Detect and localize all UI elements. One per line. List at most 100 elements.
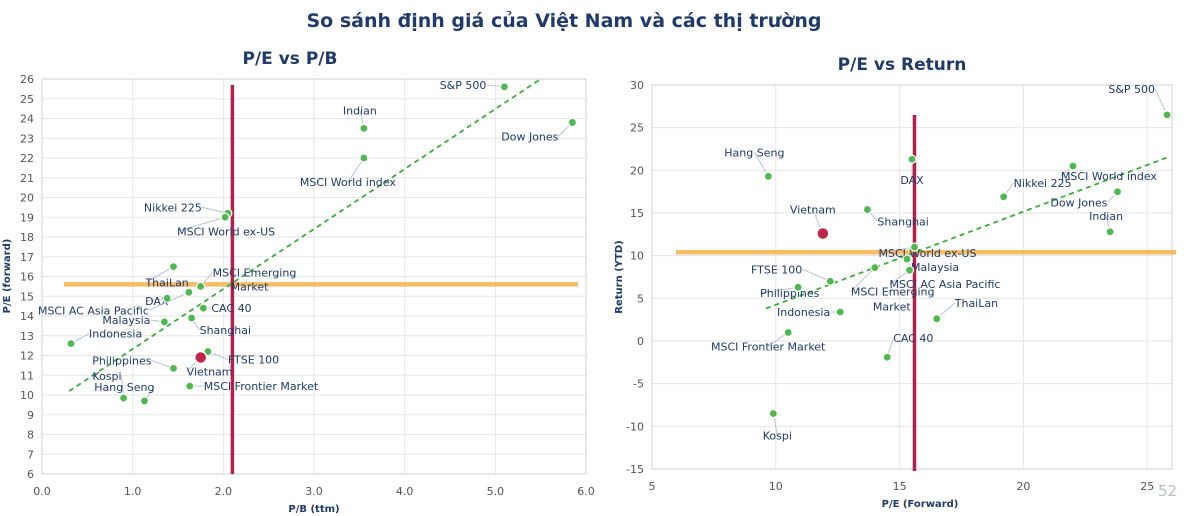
- point-label-line: Market: [873, 301, 911, 314]
- x-tick-label: 0.0: [33, 485, 51, 498]
- y-tick-label: 10: [20, 389, 34, 402]
- data-point: [168, 363, 179, 373]
- y-tick-label: 18: [20, 231, 34, 244]
- point-label: CAC 40: [211, 302, 251, 315]
- y-tick-label: 23: [20, 132, 34, 145]
- data-point: [907, 154, 917, 164]
- y-tick-label: 10: [630, 250, 644, 263]
- x-tick-label: 15: [893, 480, 907, 493]
- point-label: FTSE 100: [751, 263, 802, 276]
- point-label: Shanghai: [877, 216, 928, 229]
- point-label: Dow Jones: [1050, 197, 1107, 210]
- y-tick-label: -10: [626, 420, 644, 433]
- point-label: MSCI World index: [300, 176, 396, 189]
- data-point: [184, 287, 194, 297]
- y-axis-label: Return (YTD): [614, 240, 625, 313]
- y-tick-label: 20: [630, 164, 644, 177]
- data-point: [862, 204, 873, 215]
- point-label: Vietnam: [187, 365, 233, 378]
- data-point: [198, 303, 208, 313]
- page-title: So sánh định giá của Việt Nam và các thị…: [306, 10, 822, 32]
- point-label: ThaiLan: [954, 297, 998, 310]
- x-tick-label: 20: [1016, 480, 1030, 493]
- y-tick-label: -15: [626, 463, 644, 476]
- page-number: 52: [1158, 482, 1178, 500]
- data-point: [882, 352, 892, 362]
- data-point: [904, 265, 915, 275]
- y-tick-label: -5: [633, 378, 644, 391]
- y-tick-label: 25: [630, 122, 644, 135]
- point-label: DAX: [900, 174, 924, 187]
- data-point: [932, 314, 942, 324]
- x-tick-label: 10: [769, 480, 783, 493]
- y-axis-label: P/E (forward): [2, 239, 13, 314]
- y-tick-label: 30: [630, 79, 644, 92]
- y-tick-label: 7: [27, 448, 34, 461]
- data-point: [1068, 161, 1078, 171]
- data-point: [359, 153, 369, 163]
- point-label: MSCI World ex-US: [878, 247, 976, 260]
- y-tick-label: 0: [637, 335, 644, 348]
- point-label: Nikkei 225: [144, 201, 202, 214]
- data-point: [567, 117, 578, 128]
- label-leader: [347, 157, 365, 183]
- y-tick-label: 8: [27, 429, 34, 442]
- x-tick-label: 3.0: [305, 485, 323, 498]
- y-tick-label: 24: [20, 113, 34, 126]
- point-label-line: MSCI Emerging: [851, 286, 935, 299]
- point-label: MSCI Frontier Market: [711, 340, 826, 353]
- point-label: Kospi: [763, 430, 792, 443]
- chart-pe-vs-pb: P/E vs P/B 6 7 8 9 10 11 12 13 14 15 16 17 18 19 20 21 22…: [2, 49, 595, 515]
- x-tick-label: 2.0: [215, 485, 233, 498]
- plot-frame: [41, 78, 587, 475]
- point-label: FTSE 100: [228, 354, 279, 367]
- data-point: [185, 381, 195, 391]
- point-label: Indonesia: [777, 306, 830, 319]
- data-point: [825, 276, 835, 286]
- y-tick-label: 14: [20, 310, 34, 323]
- label-leader: [850, 267, 876, 292]
- y-tick-label: 11: [20, 369, 34, 382]
- y-tick-label: 26: [20, 73, 34, 86]
- data-point: [768, 408, 778, 419]
- point-label: Malaysia: [102, 314, 150, 327]
- data-point: [66, 339, 76, 349]
- point-label: Indian: [343, 104, 377, 117]
- data-point: [909, 242, 920, 252]
- data-point: [999, 192, 1009, 202]
- data-point: [118, 393, 129, 403]
- data-point: [763, 171, 773, 181]
- point-label: MSCI Emerging Market: [213, 266, 297, 293]
- point-label: Hang Seng: [724, 146, 784, 159]
- point-label-line: Market: [231, 280, 269, 293]
- data-point: [168, 262, 179, 272]
- data-point: [1105, 227, 1115, 237]
- x-tick-label: 5.0: [487, 485, 505, 498]
- data-point: [159, 317, 169, 327]
- point-label: Philippines: [760, 287, 820, 300]
- point-label: Indian: [1089, 210, 1123, 223]
- x-tick-label: 25: [1140, 480, 1154, 493]
- label-leader: [802, 268, 831, 282]
- data-point: [139, 396, 150, 406]
- y-tick-label: 17: [20, 251, 34, 264]
- data-point: [870, 263, 880, 273]
- y-tick-label: 15: [630, 207, 644, 220]
- x-tick-label: 4.0: [396, 485, 414, 498]
- x-axis-label: P/B (ttm): [288, 504, 339, 515]
- point-label: Vietnam: [790, 203, 836, 216]
- y-tick-label: 5: [637, 292, 644, 305]
- label-leader: [148, 291, 190, 311]
- data-point: [902, 254, 912, 264]
- y-tick-label: 19: [20, 211, 34, 224]
- trend-line: [68, 78, 542, 392]
- data-point: [196, 281, 206, 291]
- x-tick-label: 1.0: [124, 485, 142, 498]
- x-tick-label: 5: [649, 480, 656, 493]
- x-tick-label: 6.0: [577, 485, 595, 498]
- point-label: ThaiLan: [144, 277, 188, 290]
- point-label: MSCI World ex-US: [177, 225, 275, 238]
- y-tick-label: 15: [20, 290, 34, 303]
- y-tick-label: 12: [20, 350, 34, 363]
